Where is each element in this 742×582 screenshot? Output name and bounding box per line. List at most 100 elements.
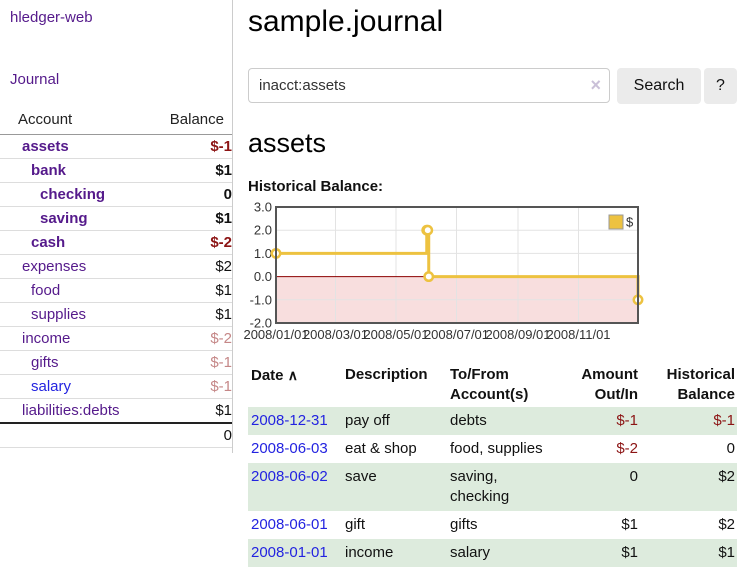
x-tick-label: 2008/09/01 (485, 327, 550, 342)
transaction-balance-cell: $1 (718, 544, 735, 561)
transaction-accounts-cell: salary (450, 544, 491, 561)
amount-column-header: Amount Out/In (581, 366, 638, 403)
y-tick-label: 2.0 (254, 223, 272, 238)
account-balance: $1 (152, 158, 232, 183)
transaction-amount-cell: $1 (621, 544, 638, 561)
register-row: 2008-06-02 save saving, checking 0 $2 (248, 463, 737, 511)
historical-balance-chart: 2008/01/012008/03/012008/05/012008/07/01… (243, 200, 644, 342)
register-table-body: 2008-12-31 pay off debts $-1 $-1 2008-06-03 ea… (248, 407, 737, 567)
y-tick-label: -1.0 (250, 292, 272, 307)
transaction-description-cell: save (345, 468, 377, 485)
x-tick-label: 2008/03/01 (303, 327, 368, 342)
search-bar: × Search ? (248, 68, 742, 104)
register-row: 2008-01-01 income salary $1 $1 (248, 539, 737, 567)
accounts-total: 0 (0, 422, 232, 448)
register-row: 2008-12-31 pay off debts $-1 $-1 (248, 407, 737, 435)
search-button[interactable]: Search (617, 68, 701, 104)
account-link[interactable]: assets (22, 138, 69, 155)
balance-column-header-register: Historical Balance (666, 366, 735, 403)
account-row: checking 0 (0, 182, 232, 207)
account-link[interactable]: cash (31, 234, 66, 251)
main-content: sample.journal × Search ? assets Histori… (243, 0, 742, 567)
transaction-date-cell: 2008-06-01 (248, 511, 345, 539)
transaction-description-cell: gift (345, 516, 366, 533)
register-row: 2008-06-03 eat & shop food, supplies $-2 0 (248, 435, 737, 463)
x-tick-label: 2008/07/01 (424, 327, 489, 342)
transaction-date-link[interactable]: 2008-06-03 (251, 440, 328, 457)
account-row: expenses $2 (0, 254, 232, 279)
accounts-header-row: Account Balance (0, 108, 232, 135)
transaction-balance-cell: $-1 (713, 412, 735, 429)
transaction-date-link[interactable]: 2008-12-31 (251, 412, 328, 429)
register-header-row: Date ∧ Description To/From Account(s) Am… (248, 363, 737, 407)
help-button[interactable]: ? (704, 68, 737, 104)
transaction-accounts-cell: debts (450, 412, 487, 429)
account-balance: $-2 (152, 230, 232, 255)
account-row: salary $-1 (0, 374, 232, 399)
account-balance: $2 (152, 254, 232, 279)
account-balance: $1 (152, 206, 232, 231)
account-link[interactable]: salary (31, 378, 72, 395)
sidebar-item-journal[interactable]: Journal (10, 71, 60, 88)
register-table: Date ∧ Description To/From Account(s) Am… (248, 363, 737, 567)
account-balance: $1 (152, 302, 232, 327)
description-column-header: Description (345, 366, 428, 383)
data-point-marker (422, 224, 434, 236)
transaction-date-link[interactable]: 2008-06-01 (251, 516, 328, 533)
accounts-column-header-register: To/From Account(s) (450, 366, 529, 403)
transaction-accounts-cell: gifts (450, 516, 478, 533)
legend-label: $ (626, 215, 634, 230)
account-link[interactable]: income (22, 330, 71, 347)
transaction-amount-cell: $1 (621, 516, 638, 533)
accounts-column-header: Account (0, 108, 153, 135)
transaction-balance-cell: $2 (718, 516, 735, 533)
account-link[interactable]: saving (40, 210, 88, 227)
account-balance: 0 (152, 182, 232, 207)
search-input-wrap: × (248, 68, 610, 104)
account-link[interactable]: expenses (22, 258, 87, 275)
x-tick-label: 2008/11/01 (546, 327, 610, 342)
account-row: gifts $-1 (0, 350, 232, 375)
transaction-date-link[interactable]: 2008-01-01 (251, 544, 328, 561)
clear-search-icon[interactable]: × (590, 75, 601, 95)
y-tick-label: 1.0 (254, 246, 272, 261)
transaction-amount-cell: 0 (629, 468, 638, 485)
account-link[interactable]: supplies (31, 306, 87, 323)
account-row: assets $-1 (0, 134, 232, 159)
account-row: cash $-2 (0, 230, 232, 255)
account-balance: $-1 (152, 134, 232, 159)
transaction-description-cell: eat & shop (345, 440, 417, 457)
account-link[interactable]: gifts (31, 354, 59, 371)
app-brand-link[interactable]: hledger-web (10, 9, 93, 26)
y-tick-label: 0.0 (254, 269, 272, 284)
transaction-accounts-cell: food, supplies (450, 440, 543, 457)
transaction-balance-cell: $2 (718, 468, 735, 485)
transaction-date-cell: 2008-06-03 (248, 435, 345, 463)
search-input[interactable] (248, 68, 610, 103)
transaction-date-cell: 2008-12-31 (248, 407, 345, 435)
transaction-description-cell: pay off (345, 412, 390, 429)
transaction-date-link[interactable]: 2008-06-02 (251, 468, 328, 485)
account-row: liabilities:debts $1 (0, 398, 232, 424)
account-link[interactable]: bank (31, 162, 67, 179)
accounts-total-row: 0 (0, 422, 232, 448)
account-link[interactable]: liabilities:debts (22, 402, 120, 419)
account-link[interactable]: checking (40, 186, 106, 203)
date-column-header[interactable]: Date ∧ (248, 363, 345, 407)
transaction-accounts-cell: saving, checking (450, 468, 510, 505)
transaction-date-cell: 2008-06-02 (248, 463, 345, 511)
account-link[interactable]: food (31, 282, 61, 299)
account-row: saving $1 (0, 206, 232, 231)
account-balance: $1 (152, 398, 232, 424)
transaction-amount-cell: $-1 (616, 412, 638, 429)
account-balance: $1 (152, 278, 232, 303)
x-tick-label: 2008/05/01 (363, 327, 428, 342)
transaction-balance-cell: 0 (726, 440, 735, 457)
plot-border (275, 206, 639, 324)
transaction-description-cell: income (345, 544, 394, 561)
sidebar: hledger-web Journal Account Balance asse… (0, 0, 233, 453)
chart-title: Historical Balance: (248, 178, 384, 195)
account-row: food $1 (0, 278, 232, 303)
account-row: supplies $1 (0, 302, 232, 327)
date-column-label: Date (251, 367, 284, 384)
